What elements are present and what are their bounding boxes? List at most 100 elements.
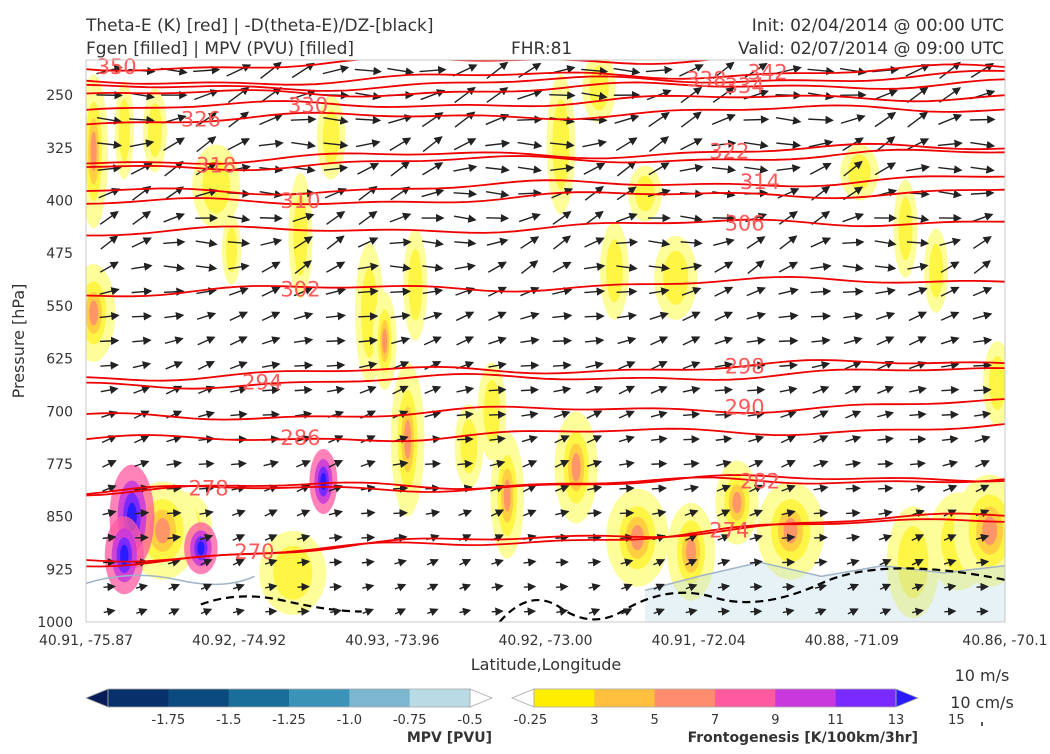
theta-e-contour-label: 350 bbox=[97, 55, 137, 79]
wind-vector bbox=[263, 414, 279, 415]
colorbar-arrow-left bbox=[86, 689, 108, 707]
colorbar-tick-label: -1.0 bbox=[337, 713, 362, 728]
wind-vector bbox=[683, 439, 698, 440]
colorbar-tick-label: 7 bbox=[711, 713, 719, 728]
wind-vector bbox=[878, 488, 892, 489]
wind-vector bbox=[718, 611, 729, 612]
theta-e-contour-label: 306 bbox=[725, 212, 765, 236]
x-tick-label: 40.92, -74.92 bbox=[192, 633, 286, 649]
x-axis-title: Latitude,Longitude bbox=[471, 655, 622, 674]
colorbar-tick-label: -1.5 bbox=[216, 713, 241, 728]
title-left-line1: Theta-E (K) [red] | -D(theta-E)/DZ-[blac… bbox=[85, 16, 434, 36]
valid-time: Valid: 02/07/2014 @ 09:00 UTC bbox=[738, 39, 1004, 59]
colorbar-segment bbox=[410, 689, 471, 707]
fgen-contour-fill bbox=[732, 492, 741, 514]
y-tick-label: 550 bbox=[46, 299, 73, 315]
wind-vector bbox=[977, 611, 988, 612]
y-axis-title: Pressure [hPa] bbox=[9, 284, 28, 399]
wind-vector bbox=[619, 488, 633, 489]
fgen-contour-fill bbox=[784, 518, 798, 543]
wind-vector bbox=[944, 611, 955, 612]
wind-vector bbox=[878, 464, 892, 465]
fgen-contour-fill bbox=[148, 103, 162, 157]
wind-vector bbox=[652, 488, 666, 489]
wind-vector bbox=[910, 439, 925, 440]
x-tick-label: 40.88, -71.09 bbox=[805, 633, 899, 649]
x-tick-label: 40.91, -72.04 bbox=[652, 633, 746, 649]
fgen-contour-fill bbox=[408, 249, 422, 321]
theta-e-contour-label: 330 bbox=[288, 94, 328, 118]
theta-e-contour-label: 290 bbox=[725, 396, 765, 420]
y-tick-label: 625 bbox=[46, 352, 73, 368]
wind-vector bbox=[294, 365, 311, 366]
colorbar-tick-label: 5 bbox=[651, 713, 659, 728]
wind-vector bbox=[974, 390, 991, 391]
fgen-contour-fill bbox=[989, 356, 1006, 410]
wind-vector bbox=[167, 513, 180, 514]
y-tick-label: 1000 bbox=[37, 615, 73, 631]
wind-vector bbox=[492, 611, 503, 612]
wind-vector bbox=[457, 439, 472, 440]
wind-vector bbox=[358, 316, 377, 317]
theta-e-contour-label: 310 bbox=[280, 189, 320, 213]
x-tick-label: 40.91, -75.87 bbox=[39, 633, 133, 649]
fgen-contour-fill bbox=[273, 546, 312, 600]
theta-e-contour-label: 326 bbox=[181, 108, 221, 132]
colorbar-segment bbox=[229, 689, 290, 707]
wind-vector bbox=[297, 587, 308, 588]
theta-e-contour-label: 342 bbox=[748, 61, 788, 85]
wind-vector bbox=[103, 586, 114, 587]
colorbar-segment bbox=[655, 689, 716, 707]
theta-e-contour-label: 298 bbox=[725, 354, 765, 378]
mpv-colorbar: -1.75-1.5-1.25-1.0-0.75-0.5-0.25 bbox=[86, 689, 547, 728]
colorbar-segment bbox=[349, 689, 410, 707]
wind-vector bbox=[553, 341, 571, 342]
wind-vector bbox=[651, 464, 665, 465]
x-tick-label: 40.92, -73.00 bbox=[498, 633, 592, 649]
wind-vector bbox=[556, 586, 567, 587]
wind-vector bbox=[326, 341, 344, 342]
colorbar-tick-label: 9 bbox=[771, 713, 779, 728]
wind-vector bbox=[298, 611, 309, 612]
x-tick-label: 40.86, -70.1 bbox=[962, 633, 1047, 649]
colorbar-tick-label: -1.75 bbox=[152, 713, 186, 728]
colorbar-tick-label: -0.25 bbox=[514, 713, 548, 728]
theta-e-contour-label: 322 bbox=[709, 139, 749, 163]
wind-vector bbox=[549, 95, 574, 96]
colorbar-tick-label: 11 bbox=[827, 713, 844, 728]
colorbar-segment bbox=[775, 689, 836, 707]
init-time: Init: 02/04/2014 @ 00:00 UTC bbox=[752, 16, 1004, 36]
fgen-contour-fill bbox=[898, 197, 912, 260]
fgen-contour-fill bbox=[504, 479, 511, 511]
colorbar-arrow-left bbox=[512, 689, 534, 707]
colorbar-segment bbox=[108, 689, 169, 707]
wind-vector bbox=[744, 119, 768, 120]
theta-e-contour-label: 278 bbox=[188, 477, 228, 501]
colorbar-segment bbox=[534, 689, 595, 707]
mpv-colorbar-title: MPV [PVU] bbox=[407, 730, 492, 746]
wind-vector bbox=[747, 390, 764, 391]
colorbar-segment bbox=[836, 689, 897, 707]
wind-vector bbox=[811, 316, 830, 317]
wind-vector bbox=[132, 316, 151, 317]
wind-vector bbox=[846, 513, 859, 514]
y-tick-label: 325 bbox=[46, 141, 73, 157]
theta-e-contour-label: 302 bbox=[280, 278, 320, 302]
colorbar-segment bbox=[168, 689, 229, 707]
x-tick-label: 40.93, -73.96 bbox=[345, 633, 439, 649]
colorbar-arrow-right bbox=[470, 689, 492, 707]
vector-key-vertical-label: 10 cm/s bbox=[950, 693, 1014, 712]
fgen-contour-fill bbox=[120, 545, 128, 566]
y-tick-label: 775 bbox=[46, 457, 73, 473]
colorbar-tick-label: -1.25 bbox=[272, 713, 306, 728]
theta-e-contour-label: 314 bbox=[740, 170, 780, 194]
wind-vector bbox=[260, 218, 281, 219]
wind-vector bbox=[135, 537, 147, 538]
wind-vector bbox=[393, 513, 406, 514]
fgen-contour-fill bbox=[929, 244, 943, 298]
wind-vector bbox=[783, 586, 794, 587]
